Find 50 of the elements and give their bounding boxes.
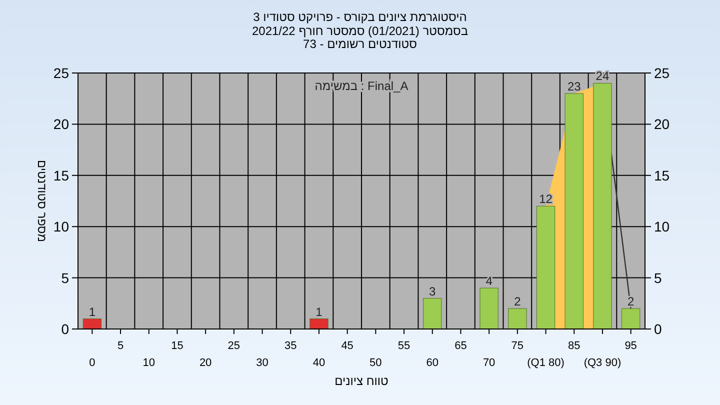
x-tick-label: 30 (256, 357, 268, 369)
x-axis-title: טווח ציונים (334, 374, 389, 388)
y-tick-label: 10 (53, 218, 70, 235)
x-tick-label: 60 (426, 357, 438, 369)
x-tick-label: 70 (482, 357, 496, 369)
x-tick-label: 95 (624, 340, 637, 352)
x-tick-label: (Q3 90) (584, 357, 622, 369)
y-tick-label: 0 (61, 321, 70, 337)
y-tick-label: 25 (53, 65, 70, 81)
x-tick-label: 45 (341, 340, 354, 352)
bar (423, 298, 442, 330)
data-label: 1 (88, 304, 96, 319)
y-tick-label: 20 (53, 116, 70, 132)
x-tick-label: 10 (142, 357, 155, 369)
y-tick-label: 5 (61, 270, 70, 286)
x-tick-label: 65 (454, 340, 467, 352)
data-label: 1 (316, 304, 323, 319)
y2-tick-label: 15 (654, 167, 670, 184)
y-tick-label: 15 (53, 167, 70, 184)
x-tick-label: 75 (511, 340, 524, 352)
y2-tick-label: 10 (654, 218, 670, 235)
x-tick-label: 25 (228, 340, 240, 352)
bar (480, 288, 498, 330)
x-tick-label: 50 (370, 357, 382, 369)
data-label: 2 (514, 294, 522, 309)
data-label: 4 (486, 274, 493, 288)
x-tick-label: 20 (199, 357, 212, 369)
y2-tick-label: 0 (654, 321, 662, 337)
x-tick-label: (Q1 80) (527, 357, 564, 369)
data-label: 23 (567, 79, 582, 94)
x-tick-label: 5 (117, 340, 124, 352)
y2-tick-label: 5 (654, 270, 662, 286)
bar (310, 318, 328, 330)
x-tick-label: 35 (284, 340, 297, 352)
y2-tick-label: 25 (654, 65, 670, 81)
bar (508, 308, 527, 330)
x-tick-label: 85 (568, 340, 580, 352)
x-tick-label: 0 (89, 357, 96, 369)
y2-tick-label: 20 (654, 116, 670, 132)
data-label: 3 (429, 284, 436, 298)
chart-subtitle: בסמסטר (01/2021) סמסטר חורף 2021/22 סטודנטים רשומים - 73 (252, 24, 468, 51)
bar (622, 308, 640, 330)
chart-title: היסטוגרמת ציונים בקורס - פרויקט סטודיו 3 (253, 10, 467, 24)
x-tick-label: 55 (398, 340, 410, 352)
x-tick-label: 15 (171, 340, 184, 352)
data-label: 24 (596, 69, 610, 84)
bar (82, 318, 102, 330)
x-tick-label: 40 (312, 357, 326, 369)
y-axis-title: מספר סטודנטים (35, 160, 49, 242)
bar (536, 206, 556, 330)
